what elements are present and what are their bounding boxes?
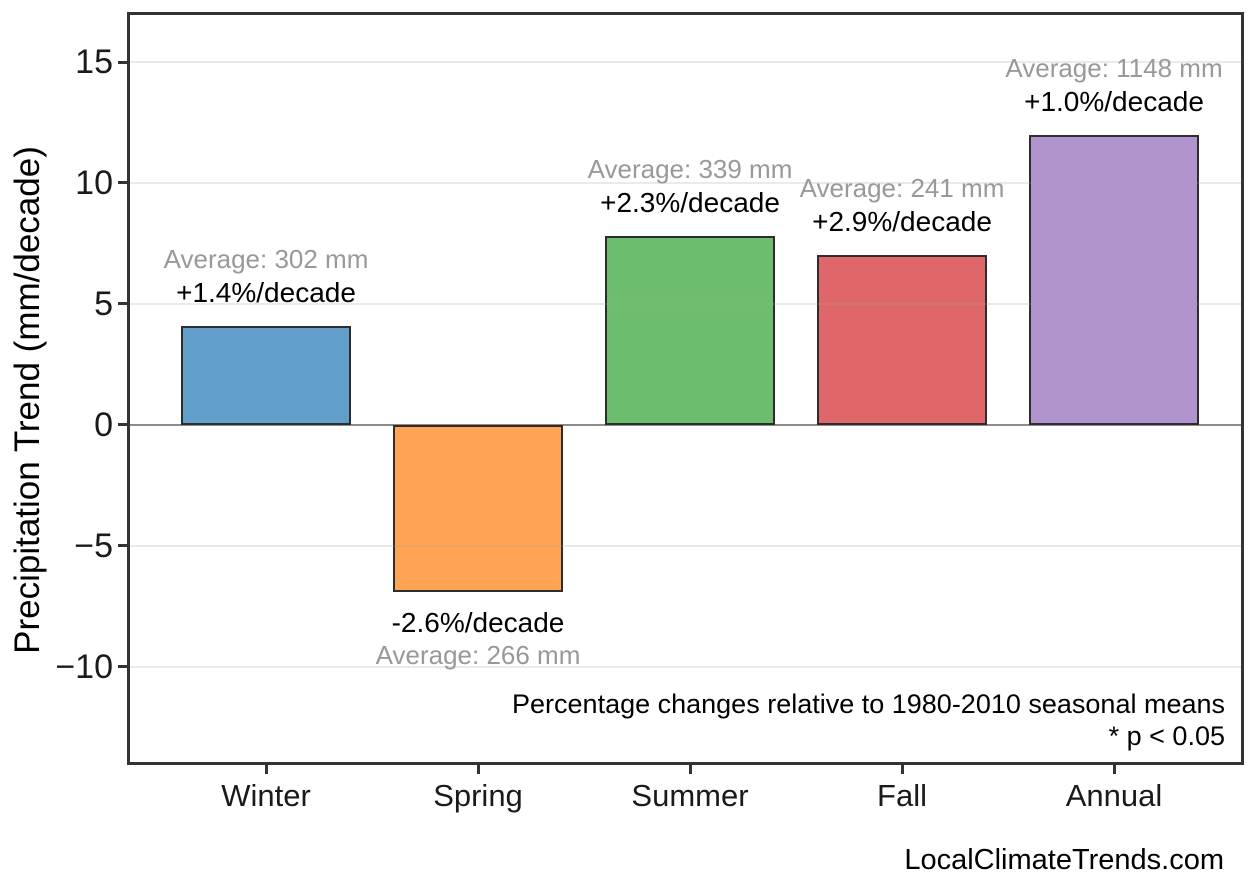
footnote-line-1: Percentage changes relative to 1980-2010…: [512, 689, 1225, 719]
gridline-10: [130, 181, 1241, 184]
annotation-percent-summer: +2.3%/decade: [600, 187, 780, 219]
gridline--5: [130, 544, 1241, 547]
plot-area: Average: 302 mm +1.4%/decade Average: 266 …: [127, 12, 1244, 765]
annotation-average-summer: Average: 339 mm: [587, 154, 793, 185]
x-tick-summer: [688, 765, 692, 774]
y-tick-label-5: 5: [94, 284, 113, 323]
annotation-percent-annual: +1.0%/decade: [1024, 85, 1204, 117]
watermark-text: LocalClimateTrends.com: [904, 844, 1224, 876]
annotation-average-annual: Average: 1148 mm: [1005, 52, 1223, 83]
x-tick-label-summer: Summer: [631, 778, 749, 813]
annotation-average-winter: Average: 302 mm: [163, 243, 369, 274]
y-tick--5: [118, 544, 127, 548]
y-tick-label-15: 15: [75, 43, 113, 81]
bar-summer: [605, 236, 775, 425]
annotation-percent-winter: +1.4%/decade: [176, 276, 356, 308]
y-tick-label--10: −10: [55, 647, 113, 686]
zero-line: [130, 423, 1241, 426]
x-tick-annual: [1112, 765, 1116, 774]
x-tick-label-annual: Annual: [1065, 778, 1163, 813]
gridline--10: [130, 665, 1241, 668]
gridline-5: [130, 302, 1241, 305]
x-tick-spring: [476, 765, 480, 774]
y-tick-0: [118, 423, 127, 427]
bar-annual: [1029, 134, 1199, 425]
annotation-average-spring: Average: 266 mm: [375, 639, 581, 670]
bar-fall: [817, 255, 987, 425]
x-tick-label-winter: Winter: [221, 778, 311, 813]
y-tick-label-10: 10: [75, 163, 113, 202]
gridline-15: [130, 61, 1241, 63]
y-tick-10: [118, 181, 127, 185]
bar-spring: [393, 424, 563, 592]
y-tick-15: [118, 60, 127, 64]
y-tick-label--5: −5: [74, 526, 113, 565]
x-tick-label-spring: Spring: [433, 778, 523, 813]
bar-winter: [181, 325, 351, 425]
x-tick-fall: [900, 765, 904, 774]
annotation-percent-spring: -2.6%/decade: [391, 606, 565, 638]
y-tick-5: [118, 302, 127, 306]
y-axis-label: Precipitation Trend (mm/decade): [8, 146, 47, 654]
x-tick-winter: [264, 765, 268, 774]
y-tick--10: [118, 665, 127, 668]
annotation-percent-fall: +2.9%/decade: [812, 206, 992, 238]
x-tick-label-fall: Fall: [877, 778, 927, 813]
y-tick-label-0: 0: [94, 405, 113, 444]
chart-footnote: Percentage changes relative to 1980-2010…: [512, 688, 1225, 752]
footnote-line-2: * p < 0.05: [1108, 721, 1225, 751]
annotation-average-fall: Average: 241 mm: [799, 173, 1005, 204]
